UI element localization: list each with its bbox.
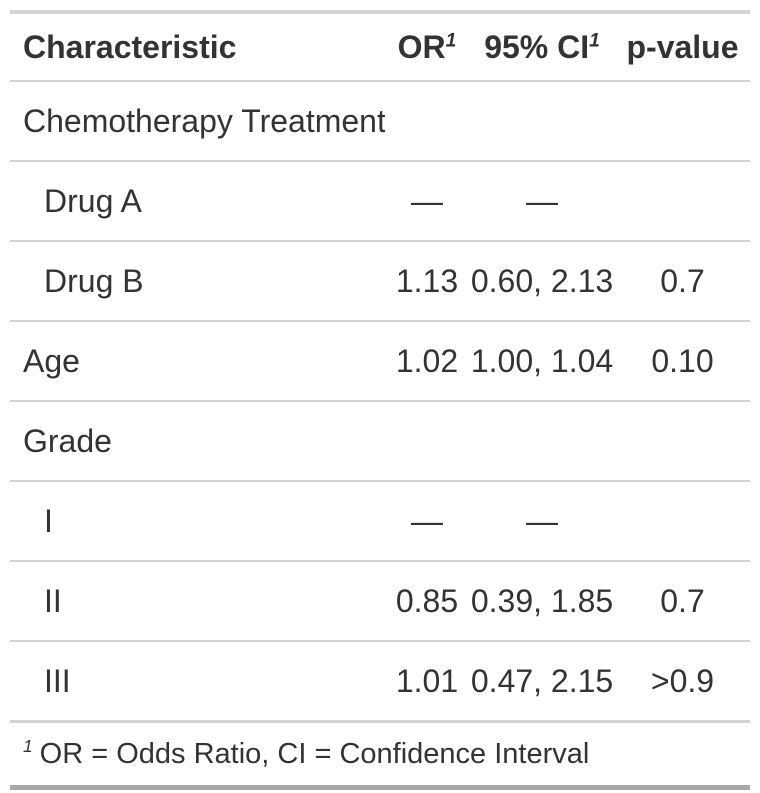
p-value <box>615 481 750 562</box>
or-value: 0.85 <box>385 561 469 642</box>
p-value <box>615 81 750 162</box>
ci-value <box>469 401 615 482</box>
p-value <box>615 401 750 482</box>
table-row-drug-b: Drug B 1.13 0.60, 2.13 0.7 <box>10 241 750 322</box>
footnote-text: OR = Odds Ratio, CI = Confidence Interva… <box>39 738 590 770</box>
or-value <box>385 401 469 482</box>
row-label: III <box>10 641 385 723</box>
footnote-row: 1 OR = Odds Ratio, CI = Confidence Interv… <box>10 722 750 788</box>
or-value: — <box>385 161 469 242</box>
table-row-grade-ii: II 0.85 0.39, 1.85 0.7 <box>10 561 750 642</box>
or-value: 1.02 <box>385 321 469 402</box>
col-header-ci-label: 95% CI <box>484 29 590 65</box>
p-value: 0.7 <box>615 241 750 322</box>
row-label: Grade <box>10 401 385 482</box>
col-header-or-label: OR <box>397 29 446 65</box>
col-header-ci: 95% CI1 <box>469 12 615 82</box>
row-label: II <box>10 561 385 642</box>
row-label: Drug B <box>10 241 385 322</box>
p-value: 0.7 <box>615 561 750 642</box>
row-label: Chemotherapy Treatment <box>10 81 385 162</box>
regression-summary-table: Characteristic OR1 95% CI1 p-value Chemo… <box>10 10 750 790</box>
table-row-age: Age 1.02 1.00, 1.04 0.10 <box>10 321 750 402</box>
col-header-characteristic: Characteristic <box>10 12 385 82</box>
header-row: Characteristic OR1 95% CI1 p-value <box>10 12 750 82</box>
summary-table-container: Characteristic OR1 95% CI1 p-value Chemo… <box>10 10 750 790</box>
col-header-or: OR1 <box>385 12 469 82</box>
p-value <box>615 161 750 242</box>
or-value: 1.13 <box>385 241 469 322</box>
ci-value: 1.00, 1.04 <box>469 321 615 402</box>
row-label: I <box>10 481 385 562</box>
ci-value: 0.60, 2.13 <box>469 241 615 322</box>
row-label: Drug A <box>10 161 385 242</box>
ci-value: 0.39, 1.85 <box>469 561 615 642</box>
p-value: 0.10 <box>615 321 750 402</box>
table-row-grade-iii: III 1.01 0.47, 2.15 >0.9 <box>10 641 750 723</box>
ci-value <box>469 81 615 162</box>
or-value: 1.01 <box>385 641 469 723</box>
col-header-characteristic-label: Characteristic <box>23 29 237 65</box>
ci-value: — <box>469 161 615 242</box>
table-row-chemotherapy-treatment: Chemotherapy Treatment <box>10 81 750 162</box>
p-value: >0.9 <box>615 641 750 723</box>
or-value: — <box>385 481 469 562</box>
ci-value: — <box>469 481 615 562</box>
footnote: 1 OR = Odds Ratio, CI = Confidence Interv… <box>10 722 750 788</box>
or-header-footnote-marker: 1 <box>445 30 457 52</box>
row-label: Age <box>10 321 385 402</box>
table-row-grade-i: I — — <box>10 481 750 562</box>
ci-header-footnote-marker: 1 <box>589 30 600 52</box>
col-header-pvalue-label: p-value <box>626 29 739 65</box>
table-row-grade: Grade <box>10 401 750 482</box>
ci-value: 0.47, 2.15 <box>469 641 615 723</box>
footnote-marker: 1 <box>23 736 33 757</box>
col-header-pvalue: p-value <box>615 12 750 82</box>
table-row-drug-a: Drug A — — <box>10 161 750 242</box>
or-value <box>385 81 469 162</box>
